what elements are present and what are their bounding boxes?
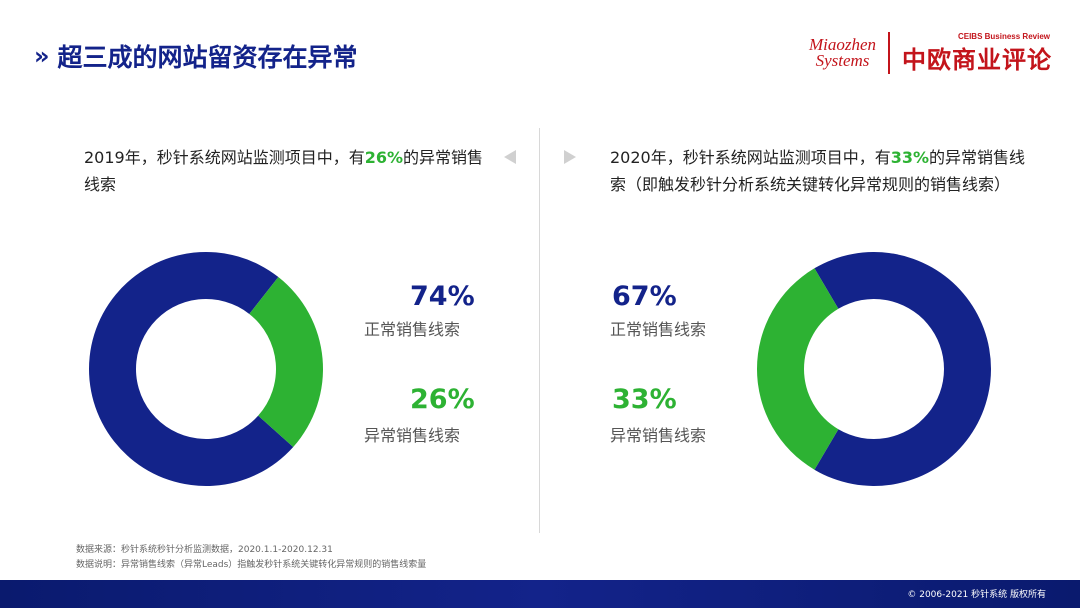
logo-area: Miaozhen Systems CEIBS Business Review 中… — [809, 30, 1052, 75]
footnote-description: 数据说明：异常销售线索（异常Leads）指触发秒针系统关键转化异常规则的销售线索… — [76, 560, 427, 570]
prev-arrow-icon[interactable] — [504, 150, 516, 164]
stat-normal-2019-value: 74% — [410, 281, 475, 312]
miaozhen-logo: Miaozhen Systems — [808, 34, 876, 70]
stat-abnormal-2019-value: 26% — [410, 384, 475, 415]
donut-chart-2019 — [89, 252, 323, 486]
caption-2020-pre: 2020年，秒针系统网站监测项目中，有 — [610, 148, 891, 167]
ceibs-logo-en: CEIBS Business Review — [957, 32, 1050, 41]
page-title: 超三成的网站留资存在异常 — [57, 43, 358, 72]
stat-abnormal-2020-value: 33% — [612, 384, 677, 415]
next-arrow-icon[interactable] — [564, 150, 576, 164]
footer-bar — [0, 580, 1080, 608]
caption-2020-post: 的异常销售线索（即触发秒针分析系统关键转化异常规则的销售线索） — [610, 148, 1026, 194]
donut-slice-normal — [89, 252, 294, 486]
caption-2019: 2019年，秒针系统网站监测项目中，有26%的异常销售线索 — [84, 144, 484, 198]
donut-slice-abnormal — [249, 277, 323, 447]
donut-slice-abnormal — [757, 268, 839, 470]
stat-normal-2020-label: 正常销售线索 — [610, 320, 707, 339]
caption-2019-post: 的异常销售线索 — [84, 148, 484, 194]
donut-slice-normal — [814, 252, 991, 486]
logo-divider — [888, 31, 890, 74]
caption-2019-highlight: 26% — [364, 148, 404, 167]
ceibs-logo: CEIBS Business Review 中欧商业评论 — [902, 30, 1052, 75]
stat-normal-2019-label: 正常销售线索 — [364, 320, 461, 339]
miaozhen-logo-line1: Miaozhen — [808, 34, 876, 54]
double-chevron-icon: » — [34, 42, 49, 70]
stat-abnormal-2020-label: 异常销售线索 — [610, 426, 707, 445]
caption-2020-highlight: 33% — [890, 148, 930, 167]
stat-normal-2020-value: 67% — [612, 281, 677, 312]
caption-2020: 2020年，秒针系统网站监测项目中，有33%的异常销售线索（即触发秒针分析系统关… — [610, 144, 1030, 198]
copyright: © 2006-2021 秒针系统 版权所有 — [907, 590, 1046, 600]
caption-2019-pre: 2019年，秒针系统网站监测项目中，有 — [84, 148, 365, 167]
title-bar: » 超三成的网站留资存在异常 — [34, 38, 358, 74]
stat-abnormal-2019-label: 异常销售线索 — [364, 426, 461, 445]
ceibs-logo-cn: 中欧商业评论 — [902, 45, 1052, 74]
miaozhen-logo-line2: Systems — [815, 50, 870, 70]
donut-chart-2020 — [757, 252, 991, 486]
footnote-source: 数据来源：秒针系统秒针分析监测数据，2020.1.1-2020.12.31 — [76, 545, 333, 555]
center-divider — [539, 128, 540, 533]
